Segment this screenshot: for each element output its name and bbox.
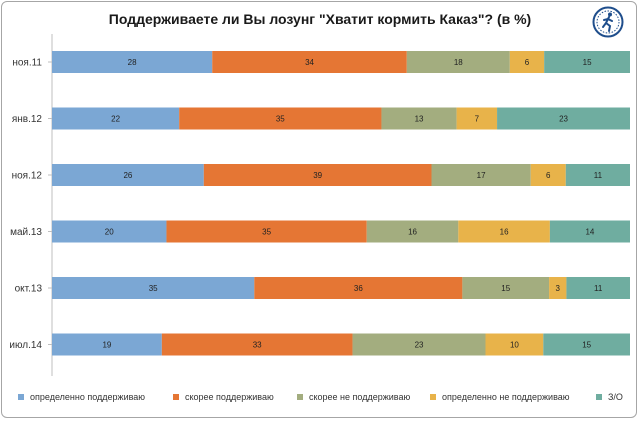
data-label: 6 [525, 58, 530, 67]
bar-segment-4 [456, 107, 498, 130]
bar-segment-1 [52, 107, 180, 130]
legend-label: определенно поддерживаю [30, 392, 146, 402]
legend-swatch [596, 394, 602, 400]
bar-segment-4 [458, 220, 550, 243]
data-label: 35 [149, 284, 158, 293]
data-label: 39 [313, 171, 322, 180]
bar-segment-4 [530, 164, 566, 186]
bar-segment-1 [52, 164, 204, 186]
legend-item: З/О [596, 392, 623, 402]
data-label: 11 [594, 171, 603, 180]
data-label: 35 [262, 228, 271, 237]
runner-logo-icon [592, 6, 624, 38]
category-label: май.13 [10, 227, 42, 238]
bar-segment-4 [509, 51, 545, 73]
data-label: 19 [102, 341, 111, 350]
category-label: ноя.12 [12, 171, 43, 182]
legend-swatch [18, 394, 24, 400]
data-label: 15 [582, 341, 591, 350]
bar-segment-2 [161, 333, 353, 356]
legend-swatch [297, 394, 303, 400]
data-label: 26 [123, 171, 132, 180]
data-label: 6 [546, 171, 551, 180]
chart-title: Поддерживаете ли Вы лозунг "Хватит корми… [108, 11, 532, 27]
legend-label: скорее поддерживаю [185, 392, 274, 402]
legend-label: определенно не поддерживаю [442, 392, 570, 402]
legend-item: определенно поддерживаю [18, 392, 145, 402]
data-label: 18 [454, 58, 463, 67]
data-label: 17 [477, 171, 486, 180]
data-label: 7 [475, 115, 480, 124]
legend-item: скорее поддерживаю [173, 392, 274, 402]
category-label: янв.12 [12, 114, 43, 125]
bar-segment-3 [406, 51, 510, 73]
data-label: 23 [415, 341, 424, 350]
legend-swatch [430, 394, 436, 400]
bar-segment-3 [431, 164, 531, 186]
category-label: июл.14 [9, 340, 42, 351]
data-label: 3 [556, 284, 561, 293]
legend-label: скорее не поддерживаю [309, 392, 411, 402]
bar-segment-2 [203, 164, 432, 186]
bar-segment-5 [497, 107, 630, 130]
bar-segment-1 [52, 51, 213, 73]
bar-segment-1 [52, 333, 162, 356]
data-label: 20 [105, 228, 114, 237]
category-label: ноя.11 [12, 58, 42, 69]
data-label: 23 [559, 115, 568, 124]
bar-segment-3 [381, 107, 457, 130]
bar-segment-5 [544, 51, 630, 73]
bar-segment-1 [52, 220, 167, 243]
data-label: 28 [128, 58, 137, 67]
data-label: 36 [354, 284, 363, 293]
data-label: 35 [276, 115, 285, 124]
data-label: 33 [253, 341, 262, 350]
bar-segment-2 [254, 277, 463, 299]
data-label: 15 [583, 58, 592, 67]
bar-segment-2 [166, 220, 367, 243]
data-label: 16 [500, 228, 509, 237]
chart-legend: определенно поддерживаю скорее поддержива… [0, 392, 640, 408]
category-label: окт.13 [15, 284, 43, 295]
data-label: 13 [415, 115, 424, 124]
bar-segment-1 [52, 277, 255, 299]
data-label: 10 [510, 341, 519, 350]
legend-item: определенно не поддерживаю [430, 392, 570, 402]
data-label: 14 [585, 228, 594, 237]
data-label: 16 [408, 228, 417, 237]
bar-segment-5 [549, 220, 630, 243]
bar-segment-5 [565, 164, 630, 186]
data-label: 11 [594, 284, 603, 293]
bar-segment-3 [366, 220, 459, 243]
data-label: 15 [501, 284, 510, 293]
bar-segment-3 [352, 333, 486, 356]
bar-segment-2 [179, 107, 382, 130]
legend-label: З/О [608, 392, 623, 402]
bar-segment-4 [549, 277, 567, 299]
bar-segment-5 [566, 277, 630, 299]
data-label: 22 [111, 115, 120, 124]
legend-swatch [173, 394, 179, 400]
data-label: 34 [305, 58, 314, 67]
bar-segment-3 [462, 277, 550, 299]
bar-segment-2 [212, 51, 407, 73]
bar-segment-4 [485, 333, 544, 356]
bar-segment-5 [543, 333, 630, 356]
legend-item: скорее не поддерживаю [297, 392, 410, 402]
